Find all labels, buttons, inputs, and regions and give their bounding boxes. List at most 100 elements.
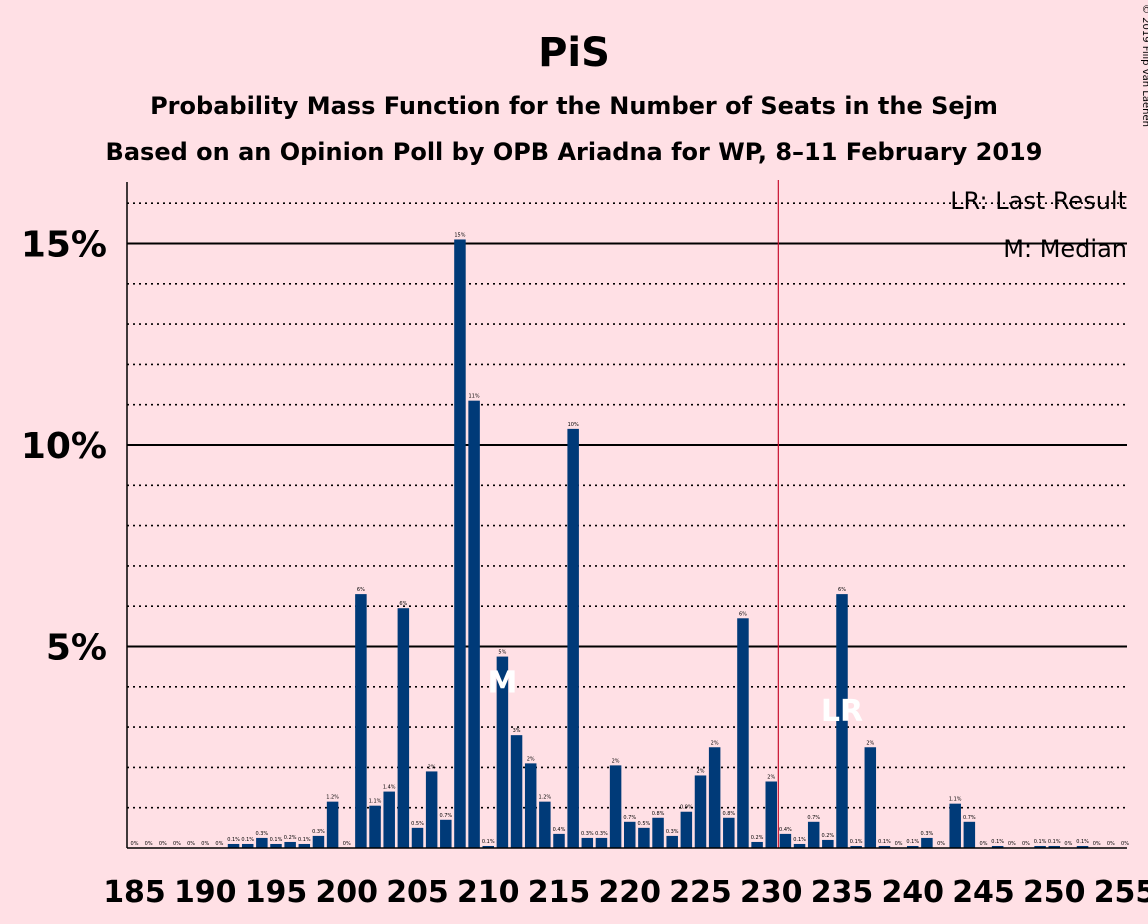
bar-199 [326, 801, 339, 848]
bar-232 [793, 843, 806, 848]
markers: M LR [487, 180, 863, 848]
bar-label-189: 0% [187, 841, 195, 847]
bar-label-221: 0.5% [638, 821, 651, 827]
bar-212 [510, 735, 523, 848]
bar-label-185: 0% [131, 841, 139, 847]
bar-label-193: 0.1% [241, 837, 254, 843]
bar-label-198: 0.3% [312, 829, 325, 835]
x-tick-210: 210 [457, 875, 520, 910]
bar-label-255: 0% [1121, 841, 1129, 847]
bar-label-203: 1.4% [383, 785, 396, 791]
bar-label-228: 6% [739, 611, 747, 617]
bars [227, 239, 1089, 849]
bar-205 [411, 827, 424, 848]
bar-201 [355, 594, 367, 848]
bar-206 [425, 771, 438, 848]
bar-label-229: 0.2% [751, 835, 764, 841]
bar-label-223: 0.3% [666, 829, 679, 835]
bar-label-204: 6% [399, 601, 407, 607]
bar-225 [694, 775, 707, 848]
bar-236 [850, 845, 862, 848]
y-tick-5: 5% [46, 628, 107, 669]
bar-label-247: 0% [1008, 841, 1016, 847]
bar-label-250: 0.1% [1048, 839, 1061, 845]
x-tick-labels: 185 190 195 200 205 210 215 220 225 230 235 240 245 2… [103, 875, 1148, 910]
x-tick-185: 185 [103, 875, 166, 910]
x-tick-190: 190 [174, 875, 237, 910]
grid-lines [127, 202, 1127, 809]
bar-219 [609, 765, 622, 848]
bar-234 [822, 839, 834, 848]
bar-250 [1048, 845, 1060, 848]
bar-240 [907, 845, 919, 848]
bar-label-232: 0.1% [793, 837, 806, 843]
bar-235 [836, 594, 848, 848]
bar-label-230: 2% [767, 775, 775, 781]
bar-label-222: 0.8% [652, 811, 665, 817]
bar-label-225: 2% [697, 768, 705, 774]
bar-223 [666, 835, 678, 848]
bar-204 [397, 608, 410, 848]
x-tick-220: 220 [598, 875, 661, 910]
bar-label-244: 0.7% [963, 815, 976, 821]
bar-194 [256, 837, 268, 848]
chart-subtitle: Probability Mass Function for the Number… [150, 92, 998, 120]
bar-label-231: 0.4% [779, 827, 792, 833]
bar-label-213: 2% [527, 756, 535, 762]
bar-233 [807, 821, 820, 848]
bar-label-218: 0.3% [595, 831, 608, 837]
x-tick-240: 240 [881, 875, 944, 910]
bar-238 [878, 845, 891, 848]
bar-label-236: 0.1% [850, 839, 863, 845]
bar-220 [624, 821, 636, 848]
bar-224 [680, 811, 693, 848]
bar-243 [949, 803, 961, 848]
bar-label-215: 0.4% [553, 827, 566, 833]
bar-label-207: 0.7% [439, 813, 452, 819]
bar-label-239: 0% [895, 841, 903, 847]
bar-label-252: 0.1% [1076, 839, 1089, 845]
copyright-note: © 2019 Filip van Laenen [1140, 4, 1148, 127]
bar-209 [468, 400, 480, 848]
bar-label-251: 0% [1064, 841, 1072, 847]
y-tick-10: 10% [21, 426, 107, 467]
bar-label-238: 0.1% [878, 839, 891, 845]
bar-214 [539, 801, 551, 848]
bar-label-188: 0% [173, 841, 181, 847]
legend-last-result: LR: Last Result [950, 187, 1127, 215]
x-tick-195: 195 [245, 875, 308, 910]
chart-title: PiS [538, 30, 610, 76]
bar-label-217: 0.3% [581, 831, 594, 837]
bar-216 [567, 428, 579, 848]
bar-label-254: 0% [1107, 841, 1115, 847]
bar-228 [737, 618, 749, 848]
bar-252 [1076, 845, 1089, 848]
median-marker: M [487, 666, 517, 701]
bar-label-243: 1.1% [949, 797, 962, 803]
bar-label-194: 0.3% [255, 831, 268, 837]
bar-label-226: 2% [711, 740, 719, 746]
bar-195 [270, 843, 282, 848]
x-tick-225: 225 [669, 875, 732, 910]
y-tick-labels: 5% 10% 15% [21, 225, 107, 669]
bar-label-234: 0.2% [821, 833, 834, 839]
bar-label-240: 0.1% [906, 839, 919, 845]
bar-197 [298, 843, 311, 848]
bar-label-245: 0% [980, 841, 988, 847]
bar-246 [991, 845, 1004, 848]
bar-label-199: 1.2% [326, 795, 339, 801]
x-tick-205: 205 [386, 875, 449, 910]
bar-231 [779, 833, 792, 848]
bar-label-206: 2% [428, 764, 436, 770]
bar-label-224: 0.9% [680, 805, 693, 811]
bar-193 [241, 843, 254, 848]
last-result-marker: LR [821, 694, 863, 729]
bar-222 [652, 817, 664, 848]
bar-label-233: 0.7% [807, 815, 820, 821]
bar-label-211: 5% [498, 650, 506, 656]
bar-label-227: 0.8% [722, 811, 735, 817]
bar-241 [921, 837, 933, 848]
bar-213 [524, 763, 537, 848]
bar-label-202: 1.1% [369, 799, 382, 805]
bar-label-195: 0.1% [270, 837, 283, 843]
